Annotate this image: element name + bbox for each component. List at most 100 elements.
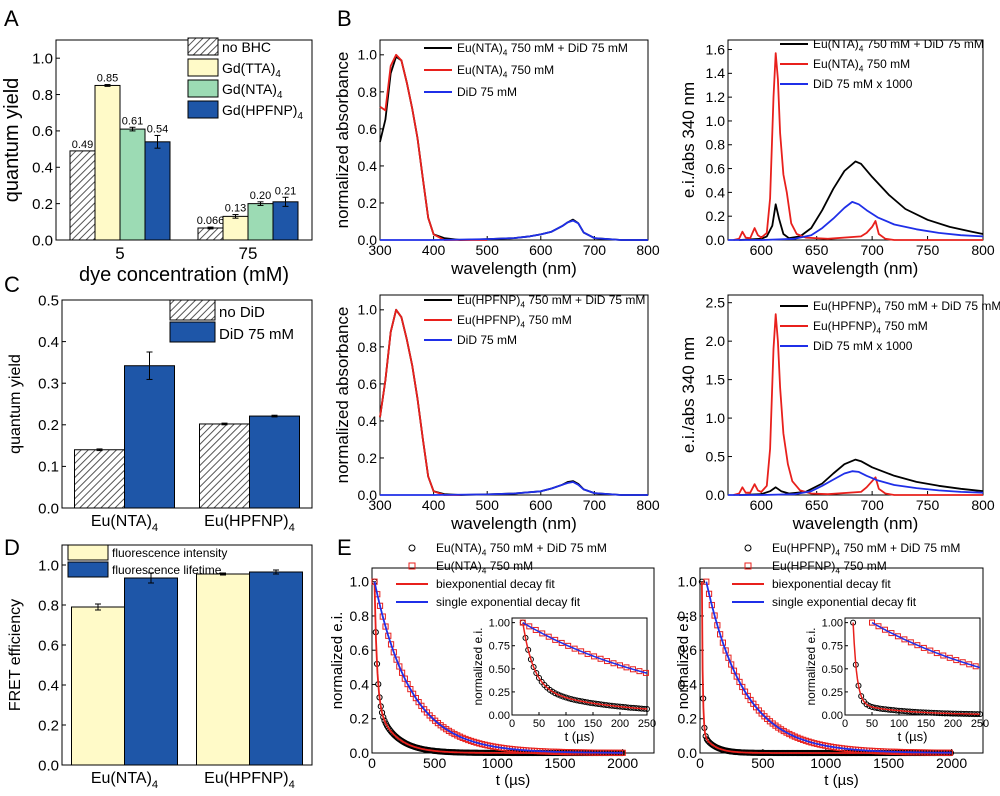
legend-label: Eu(HPFNP)4 750 mM + DiD 75 mM (457, 293, 645, 310)
bar (222, 215, 249, 241)
legend-label: Gd(HPFNP)4 (222, 102, 303, 122)
inset-data-point (920, 644, 927, 651)
y-tick-label: 1.0 (350, 574, 370, 590)
bar (144, 141, 171, 241)
y-tick-label: 2.5 (706, 295, 726, 311)
inset-x-axis-label: t (µs) (565, 729, 595, 744)
bar (197, 227, 224, 241)
inset-x-tick-label: 200 (944, 718, 962, 730)
y-tick-label: 0.0 (350, 745, 370, 761)
inset-data-point (597, 655, 604, 662)
y-tick-label: 0.4 (32, 160, 53, 177)
y-tick-label: 0.8 (32, 87, 53, 104)
x-tick-label: 650 (805, 242, 829, 258)
y-tick-label: 1.6 (706, 41, 726, 57)
inset-data-point (907, 639, 914, 646)
inset-fit-line (852, 622, 980, 715)
series-line (728, 470, 984, 496)
series-line (379, 308, 461, 496)
series-line (379, 53, 488, 241)
inset-y-tick-label: 1.00 (489, 618, 510, 630)
inset-data-point (604, 658, 611, 665)
y-tick-label: 1.0 (32, 50, 53, 67)
data-point (730, 667, 738, 674)
bar (71, 606, 125, 766)
series-line (380, 219, 648, 241)
inset-data-point (866, 702, 873, 709)
inset-data-point (875, 623, 882, 630)
inset-data-point (584, 650, 591, 657)
y-tick-label: 0.0 (706, 487, 726, 503)
x-tick-label: 700 (583, 497, 607, 513)
inset-data-point (519, 619, 526, 626)
inset-data-point (881, 626, 888, 633)
inset-data-point (565, 642, 572, 649)
x-axis-label: wavelength (nm) (792, 259, 919, 278)
inset-data-point (560, 693, 567, 700)
legend-label: no DiD (219, 304, 265, 321)
data-label: 0.54 (147, 123, 168, 135)
inset-data-point (888, 630, 895, 637)
y-tick-label: 0.0 (706, 232, 726, 248)
inset-fit-line (522, 622, 648, 710)
legend-label: Gd(NTA)4 (222, 81, 283, 101)
bar (249, 415, 300, 509)
x-tick-label: 600 (529, 497, 553, 513)
inset-data-point (869, 619, 875, 626)
chart-b-emission-nta: 0.0 0.2 0.4 0.6 0.8 1.0 1.2 1.4 1.6 600 650 700 750 8… (679, 37, 995, 278)
x-tick-label: 500 (476, 242, 500, 258)
data-label: 0.20 (250, 190, 271, 202)
plot-frame (55, 39, 313, 241)
bar (94, 84, 121, 241)
data-point (396, 663, 403, 670)
y-tick-label: 0.2 (38, 717, 59, 734)
series-line (380, 481, 648, 496)
inset-data-point (940, 652, 947, 659)
y-tick-label: 0.6 (350, 642, 370, 658)
bar (272, 201, 299, 241)
x-axis-label: wavelength (nm) (792, 514, 919, 533)
legend-label: Eu(HPFNP)4 750 mM + DiD 75 mM (772, 541, 960, 558)
x-tick-label: 75 (239, 244, 258, 263)
y-tick-label: 1.0 (358, 302, 378, 318)
inset-data-point (966, 661, 973, 668)
x-tick-label: 600 (750, 497, 774, 513)
y-tick-label: 0.4 (358, 158, 378, 174)
legend-label: Eu(HPFNP)4 750 mM (457, 313, 572, 330)
legend-swatch (187, 58, 219, 77)
y-tick-label: 1.0 (678, 574, 698, 590)
y-axis-label: normalized absorbance (333, 307, 352, 484)
series-line (739, 160, 984, 241)
inset-x-tick-label: 250 (971, 718, 989, 730)
legend-label: Eu(NTA)4 750 mM (813, 57, 910, 74)
legend-label: DiD 75 mM x 1000 (813, 339, 913, 353)
y-tick-label: 0.2 (38, 417, 59, 434)
legend-label: no BHC (222, 39, 271, 55)
data-label: 0.066 (197, 215, 225, 227)
legend-swatch (169, 299, 216, 321)
y-tick-label: 1.0 (358, 47, 378, 63)
inset-x-tick-label: 0 (509, 718, 515, 730)
x-tick-label: 700 (860, 242, 884, 258)
legend-swatch (169, 321, 216, 343)
data-label: 0.21 (275, 185, 296, 197)
data-point (381, 717, 388, 724)
inset-data-point (557, 692, 564, 699)
x-tick-label: 800 (971, 242, 995, 258)
x-axis-label: wavelength (nm) (450, 259, 577, 278)
inset-y-tick-label: 0.25 (489, 687, 510, 699)
bar (247, 203, 274, 241)
y-tick-label: 1.2 (706, 89, 726, 105)
y-tick-label: 1.0 (706, 113, 726, 129)
panel-letter-e: E (337, 535, 352, 560)
x-tick-label: 1500 (873, 755, 904, 771)
y-tick-label: 1.0 (38, 557, 59, 574)
y-axis-label: quantum yield (7, 354, 24, 454)
bar (124, 365, 175, 509)
y-axis-label: e.i./abs 340 nm (679, 82, 698, 198)
inset-x-tick-label: 200 (611, 718, 629, 730)
plot-frame (61, 544, 313, 766)
legend-label: Eu(HPFNP)4 750 mM (813, 319, 928, 336)
